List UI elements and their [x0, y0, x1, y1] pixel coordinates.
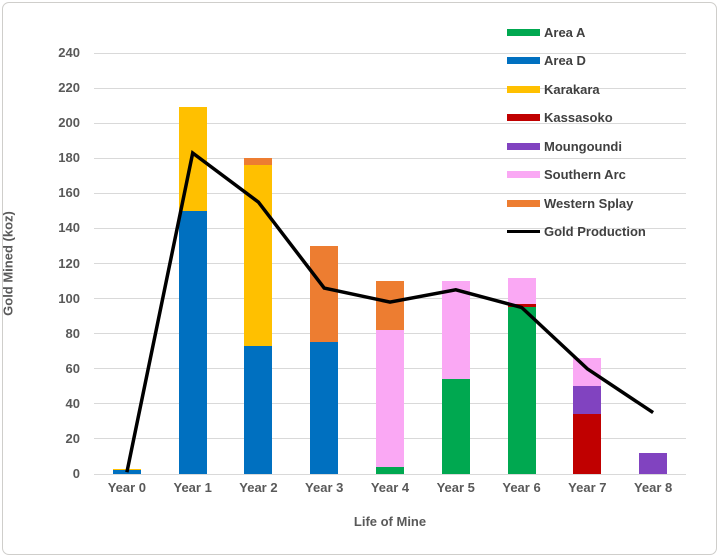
- y-axis-tick-label: 60: [65, 360, 80, 376]
- legend-line-swatch: [507, 230, 540, 234]
- legend-item-moungoundi: Moungoundi: [507, 132, 646, 161]
- bar-segment-southern-arc-year-7: [573, 358, 602, 387]
- legend-item-karakara: Karakara: [507, 75, 646, 104]
- gridline: [94, 52, 686, 54]
- y-axis-tick-label: 120: [58, 255, 80, 271]
- bar-segment-moungoundi-year-7: [573, 386, 602, 415]
- x-axis-tick-label: Year 4: [370, 480, 410, 495]
- y-axis-tick-label: 40: [65, 395, 80, 411]
- legend: Area A Area D Karakara Kassasoko Moungoundi S…: [507, 18, 646, 246]
- legend-label: Moungoundi: [544, 138, 622, 154]
- legend-item-gold-production: Gold Production: [507, 218, 646, 247]
- y-axis-tick-label: 140: [58, 220, 80, 236]
- gold-production-line-layer: [125, 149, 655, 473]
- y-axis-tick-label: 180: [58, 150, 80, 166]
- y-axis-tick-label: 160: [58, 185, 80, 201]
- y-axis-tick-label: 240: [58, 45, 80, 60]
- legend-color-swatch: [507, 114, 540, 122]
- legend-color-swatch: [507, 171, 540, 179]
- y-axis-tick-label: 20: [65, 430, 80, 446]
- bar-segment-area-a-year-4: [376, 466, 404, 474]
- legend-item-kassasoko: Kassasoko: [507, 104, 646, 133]
- bar-segment-southern-arc-year-6: [507, 277, 536, 304]
- bar-segment-area-d-year-2: [244, 345, 273, 474]
- y-axis-tick-label: 80: [65, 325, 80, 341]
- bar-segment-area-d-year-3: [310, 342, 339, 474]
- x-axis-title: Life of Mine: [353, 514, 427, 529]
- legend-label: Karakara: [544, 81, 600, 97]
- legend-label: Gold Production: [544, 224, 646, 240]
- bar-segment-western-splay-year-3: [310, 245, 339, 343]
- legend-label: Western Splay: [544, 195, 634, 211]
- legend-color-swatch: [507, 57, 540, 65]
- gridline: [94, 157, 686, 159]
- legend-item-area-a: Area A: [507, 18, 646, 47]
- legend-color-swatch: [507, 142, 540, 150]
- x-axis-tick-label: Year 3: [305, 480, 344, 495]
- y-axis-title: Gold Mined (koz): [0, 211, 16, 316]
- x-axis-tick-label: Year 0: [107, 480, 147, 495]
- bar-segment-kassasoko-year-7: [573, 414, 602, 474]
- gridline: [94, 263, 686, 264]
- legend-item-area-d: Area D: [507, 47, 646, 76]
- legend-item-southern-arc: Southern Arc: [507, 161, 646, 190]
- x-axis-tick-label: Year 5: [436, 480, 475, 495]
- gridline: [94, 473, 686, 475]
- x-axis-tick-label: Year 7: [568, 480, 607, 495]
- x-axis-tick-label: Year 8: [633, 480, 673, 495]
- legend-item-western-splay: Western Splay: [507, 189, 646, 218]
- x-axis-tick-label: Year 1: [173, 480, 212, 495]
- legend-color-swatch: [507, 28, 540, 36]
- legend-label: Southern Arc: [544, 167, 626, 183]
- bar-segment-area-d-year-0: [112, 470, 141, 474]
- gridline: [94, 87, 686, 89]
- y-axis-tick-label: 200: [58, 115, 80, 131]
- y-axis-tick-label: 0: [72, 466, 80, 481]
- gridline: [94, 192, 686, 194]
- bar-segment-area-a-year-6: [507, 307, 536, 474]
- bar-segment-area-d-year-1: [178, 210, 207, 474]
- bar-segment-southern-arc-year-4: [376, 330, 404, 467]
- legend-label: Kassasoko: [544, 110, 613, 126]
- gridline: [94, 227, 686, 229]
- x-axis-tick-label: Year 2: [239, 480, 278, 495]
- legend-label: Area A: [544, 24, 586, 40]
- x-axis-tick-label: Year 6: [502, 480, 541, 495]
- bar-segment-western-splay-year-4: [376, 281, 404, 331]
- legend-label: Area D: [544, 53, 586, 69]
- bar-segment-area-a-year-5: [441, 379, 470, 474]
- bar-segment-southern-arc-year-5: [441, 281, 470, 380]
- legend-color-swatch: [507, 85, 540, 93]
- bar-segment-western-splay-year-2: [244, 158, 273, 166]
- gold-production-line: [125, 149, 655, 473]
- bar-segment-moungoundi-year-8: [639, 452, 668, 474]
- y-axis-tick-label: 100: [58, 290, 80, 306]
- y-axis-tick-label: 220: [58, 80, 80, 96]
- gridline: [94, 122, 686, 124]
- legend-color-swatch: [507, 199, 540, 207]
- plot-area: [94, 52, 686, 475]
